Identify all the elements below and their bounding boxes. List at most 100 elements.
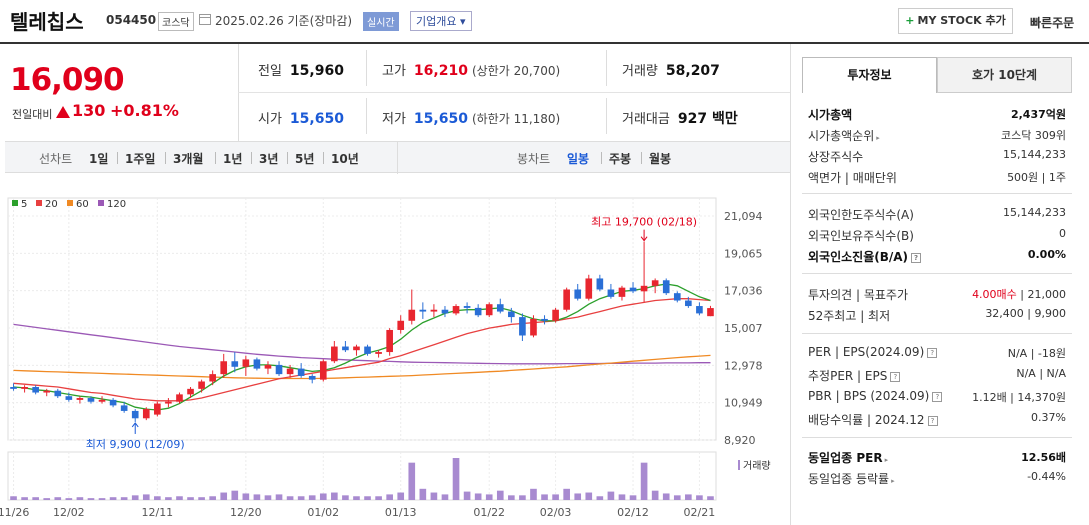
- realtime-button[interactable]: 실시간: [363, 12, 399, 31]
- legend-label: 120: [107, 199, 126, 210]
- change-percent: +0.81%: [110, 101, 179, 120]
- candle-body: [32, 387, 39, 393]
- volume-bar: [685, 494, 692, 500]
- info-panel: 투자정보 호가 10단계 시가총액 2,437억원 시가총액순위 ▸ 코스닥 30…: [802, 57, 1072, 525]
- x-tick-label: 01/02: [307, 506, 339, 519]
- pipe: [641, 152, 642, 164]
- candle-body: [618, 287, 626, 297]
- pbr-bps-row[interactable]: PBR | BPS (2024.09)? 1.12배 | 14,370원: [808, 389, 1066, 404]
- foreign-ratio-row[interactable]: 외국인소진율(B/A)? 0.00%: [808, 248, 1066, 264]
- period-1w[interactable]: 1주일: [125, 152, 156, 166]
- volume-bar: [596, 496, 604, 500]
- candle-body: [696, 306, 703, 314]
- ma120-line: [13, 323, 711, 365]
- candle-body: [397, 320, 405, 330]
- legend-swatch: [67, 200, 73, 206]
- period-weekly[interactable]: 주봉: [609, 152, 632, 166]
- tab-orderbook[interactable]: 호가 10단계: [937, 57, 1072, 93]
- volume-bar: [629, 495, 637, 500]
- volume-bar: [54, 497, 62, 500]
- ma5-line: [13, 283, 711, 411]
- market-cap-rank-row[interactable]: 시가총액순위 ▸ 코스닥 309위: [808, 129, 1066, 143]
- sector-change-row[interactable]: 동일업종 등락률 ▸ -0.44%: [808, 470, 1066, 486]
- tab-invest-info[interactable]: 투자정보: [802, 57, 937, 93]
- legend-label: 5: [21, 199, 27, 210]
- legend-swatch: [98, 200, 104, 206]
- volume-bar: [264, 495, 272, 500]
- candle-body: [98, 399, 106, 402]
- company-overview-button[interactable]: 기업개요 ▾: [410, 11, 472, 31]
- trade-amount: 거래대금 927 백만: [622, 111, 738, 127]
- volume-bar: [485, 494, 493, 500]
- volume-bar: [342, 495, 349, 500]
- y-tick-label: 21,094: [724, 210, 763, 223]
- cell-divider: [606, 98, 607, 134]
- candle-chart-label: 봉차트: [517, 152, 551, 166]
- per-eps-row[interactable]: PER | EPS(2024.09)? N/A | -18원: [808, 345, 1066, 360]
- legend-label: 20: [45, 199, 58, 210]
- pipe: [601, 152, 602, 164]
- period-10y[interactable]: 10년: [331, 152, 359, 166]
- period-1y[interactable]: 1년: [223, 152, 243, 166]
- volume-bar: [430, 492, 438, 500]
- legend-swatch: [12, 200, 18, 206]
- help-icon[interactable]: ?: [932, 391, 943, 402]
- stock-code: 054450: [106, 13, 157, 27]
- help-icon[interactable]: ?: [890, 371, 901, 382]
- pipe: [215, 152, 216, 164]
- quick-order-link[interactable]: 빠른주문: [1030, 16, 1075, 30]
- period-daily[interactable]: 일봉: [567, 152, 590, 166]
- volume-bar: [76, 497, 84, 500]
- info-tabs: 투자정보 호가 10단계: [802, 57, 1072, 93]
- period-5y[interactable]: 5년: [295, 152, 315, 166]
- period-monthly[interactable]: 월봉: [649, 152, 672, 166]
- volume-bar: [419, 488, 427, 500]
- candle-body: [386, 329, 393, 353]
- price-chart[interactable]: 21,094 19,065 17,036 15,007 12,978 10,949 8,92…: [0, 190, 790, 525]
- candle-body: [198, 381, 205, 389]
- volume-bar: [154, 496, 161, 500]
- caret-icon: ▸: [884, 456, 889, 464]
- up-arrow-icon: [56, 106, 70, 118]
- cell-divider: [366, 98, 367, 134]
- volume-bar: [231, 490, 239, 500]
- price-summary: 16,090 전일대비 130 +0.81%: [0, 44, 238, 140]
- volume-bar: [353, 496, 360, 500]
- volume-bar: [242, 493, 250, 500]
- x-tick-label: 02/21: [684, 506, 716, 519]
- dividend-row[interactable]: 배당수익률 | 2024.12? 0.37%: [808, 411, 1066, 427]
- candle-body: [209, 374, 216, 382]
- volume-bar: [198, 497, 205, 500]
- volume-bar: [209, 496, 216, 500]
- candle-body: [596, 278, 604, 290]
- week52-row: 52주최고 | 최저 32,400 | 9,900: [808, 307, 1066, 323]
- x-tick-label: 02/12: [617, 506, 649, 519]
- est-per-row[interactable]: 추정PER | EPS? N/A | N/A: [808, 367, 1066, 383]
- sector-per-row[interactable]: 동일업종 PER ▸ 12.56배: [808, 451, 1066, 465]
- period-1d[interactable]: 1일: [89, 152, 109, 166]
- candle-body: [319, 361, 327, 380]
- y-tick-label: 10,949: [724, 397, 763, 410]
- y-tick-label: 12,978: [724, 359, 763, 372]
- candle-body: [673, 293, 681, 301]
- my-stock-label: MY STOCK 추가: [917, 14, 1006, 27]
- help-icon[interactable]: ?: [927, 415, 938, 426]
- low-price: 저가 15,650 (하한가 11,180): [382, 111, 561, 127]
- my-stock-add-button[interactable]: + MY STOCK 추가: [898, 8, 1013, 34]
- help-icon[interactable]: ?: [911, 252, 922, 263]
- current-price: 16,090: [10, 62, 125, 98]
- ma20-line: [13, 298, 711, 402]
- volume-bar: [10, 496, 17, 500]
- volume-bar: [297, 496, 305, 500]
- summary-row-divider: [238, 92, 790, 93]
- prev-close: 전일 15,960: [258, 63, 344, 79]
- volume-bar: [552, 494, 559, 500]
- volume-bar: [541, 494, 548, 500]
- x-tick-label: 12/20: [230, 506, 262, 519]
- y-tick-label: 8,920: [724, 434, 756, 447]
- period-3m[interactable]: 3개월: [173, 152, 204, 166]
- help-icon[interactable]: ?: [927, 347, 938, 358]
- period-3y[interactable]: 3년: [259, 152, 279, 166]
- candle-body: [530, 318, 537, 336]
- change-label: 전일대비: [12, 108, 53, 121]
